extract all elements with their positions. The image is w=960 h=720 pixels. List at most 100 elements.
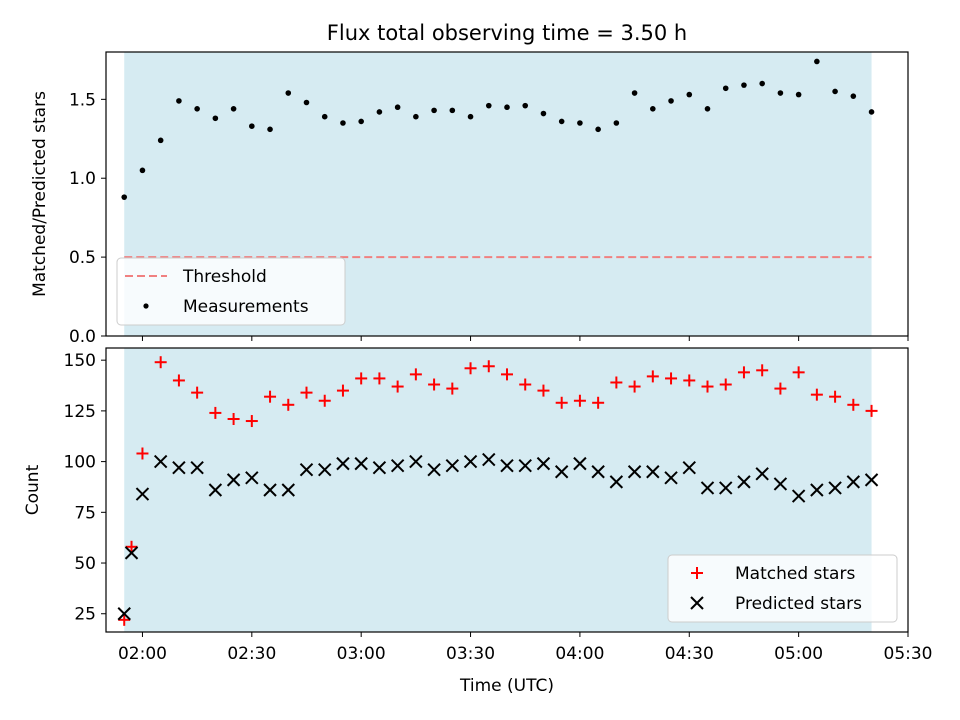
predicted-star-point (554, 465, 569, 479)
measurement-point (540, 110, 547, 117)
measurement-point (668, 98, 674, 104)
measurement-point (230, 106, 237, 112)
predicted-star-point (482, 452, 496, 467)
matched-star-point (172, 374, 185, 387)
x-axis-label: Time (UTC) (459, 676, 554, 696)
measurement-point (431, 107, 437, 114)
measurement-point (194, 106, 200, 112)
predicted-star-point (318, 463, 332, 477)
bottom-y-tick-label: 50 (74, 554, 96, 574)
predicted-star-point (190, 460, 204, 475)
top-legend: Threshold Measurements (116, 257, 346, 326)
matched-star-point (628, 380, 641, 393)
matched-star-point (336, 384, 349, 397)
measurement-point (558, 118, 565, 125)
predicted-star-point (864, 473, 879, 487)
top-y-tick-label: 1.5 (69, 90, 96, 110)
matched-legend-swatch (691, 567, 703, 579)
matched-star-point (464, 362, 477, 375)
predicted-star-point (354, 456, 368, 471)
measurements-legend-label: Measurements (183, 297, 309, 317)
measurement-point (814, 58, 820, 65)
measurement-point (449, 107, 456, 114)
matched-star-point (318, 394, 331, 407)
top-y-ticks: 0.0 0.5 1.0 1.5 (69, 90, 106, 347)
predicted-star-point (755, 467, 769, 481)
matched-star-point (665, 372, 678, 385)
top-axes-frame (105, 51, 909, 337)
predicted-star-point (646, 465, 660, 479)
matched-star-point (391, 380, 404, 393)
bottom-legend: Matched stars Predicted stars (667, 554, 898, 623)
measurement-point (722, 85, 729, 92)
bottom-x-tick-label: 04:00 (555, 644, 604, 664)
predicted-star-point (409, 454, 423, 469)
bottom-x-tick-label: 05:00 (774, 644, 823, 664)
measurement-point (413, 113, 419, 120)
predicted-star-point (791, 489, 806, 503)
predicted-star-point (135, 487, 150, 501)
measurement-point (303, 99, 310, 106)
predicted-star-point (245, 471, 259, 485)
measurement-point (868, 109, 875, 115)
predicted-star-point (773, 477, 788, 491)
measurement-point (212, 115, 219, 122)
measurement-point (613, 120, 620, 126)
matched-star-point (646, 370, 659, 383)
predicted-star-point (828, 481, 842, 495)
predicted-star-point (682, 460, 696, 475)
matched-star-point (227, 413, 240, 425)
top-legend-box (116, 257, 346, 326)
chart-title: Flux total observing time = 3.50 h (327, 21, 687, 45)
predicted-star-point (573, 456, 587, 471)
matched-star-point (774, 382, 787, 395)
predicted-star-point (336, 456, 350, 471)
bottom-y-axis-label: Count (23, 464, 43, 515)
measurements-legend-swatch (143, 303, 149, 309)
matched-star-point (482, 360, 495, 373)
measurement-point (595, 126, 601, 133)
measurement-point (795, 91, 802, 98)
predicted-star-point (846, 475, 861, 489)
matched-star-point (282, 398, 295, 411)
bottom-x-tick-label: 03:30 (446, 644, 495, 664)
matched-legend-label: Matched stars (735, 564, 855, 584)
bottom-x-tick-label: 03:00 (337, 644, 386, 664)
matched-star-point (501, 368, 513, 381)
measurement-point (267, 126, 273, 133)
predicted-star-point (463, 454, 478, 469)
matched-star-point (792, 366, 805, 379)
bottom-legend-box (667, 554, 898, 623)
bottom-x-tick-label: 04:30 (665, 644, 714, 664)
predicted-star-point (124, 546, 139, 560)
bottom-axes-frame (105, 347, 909, 633)
measurement-point (121, 194, 128, 200)
predicted-star-point (737, 475, 751, 489)
predicted-star-point (153, 454, 168, 469)
matched-star-point (154, 356, 167, 369)
matched-star-point (719, 378, 732, 391)
measurement-point (504, 104, 510, 111)
predicted-star-point (281, 483, 295, 497)
bottom-y-ticks: 25 50 75 100 125 150 (64, 351, 106, 625)
top-y-tick-label: 0.5 (69, 248, 96, 268)
matched-star-point (737, 366, 750, 379)
predicted-star-point (609, 475, 624, 489)
predicted-star-point (719, 481, 733, 495)
measurement-points (121, 58, 875, 200)
bottom-x-tick-label: 05:30 (884, 644, 933, 664)
measurement-point (631, 90, 638, 96)
bottom-y-tick-label: 75 (74, 503, 96, 523)
matched-star-point (555, 396, 568, 409)
top-x-ticks (141, 336, 909, 341)
bottom-y-tick-label: 25 (74, 605, 96, 625)
predicted-star-point (664, 471, 678, 485)
measurement-point (485, 102, 492, 109)
measurement-point (777, 90, 784, 96)
predicted-legend-label: Predicted stars (735, 594, 862, 614)
measurement-point (139, 167, 146, 174)
matched-star-point (829, 390, 842, 403)
measurement-point (522, 102, 529, 109)
predicted-star-point (172, 460, 186, 475)
